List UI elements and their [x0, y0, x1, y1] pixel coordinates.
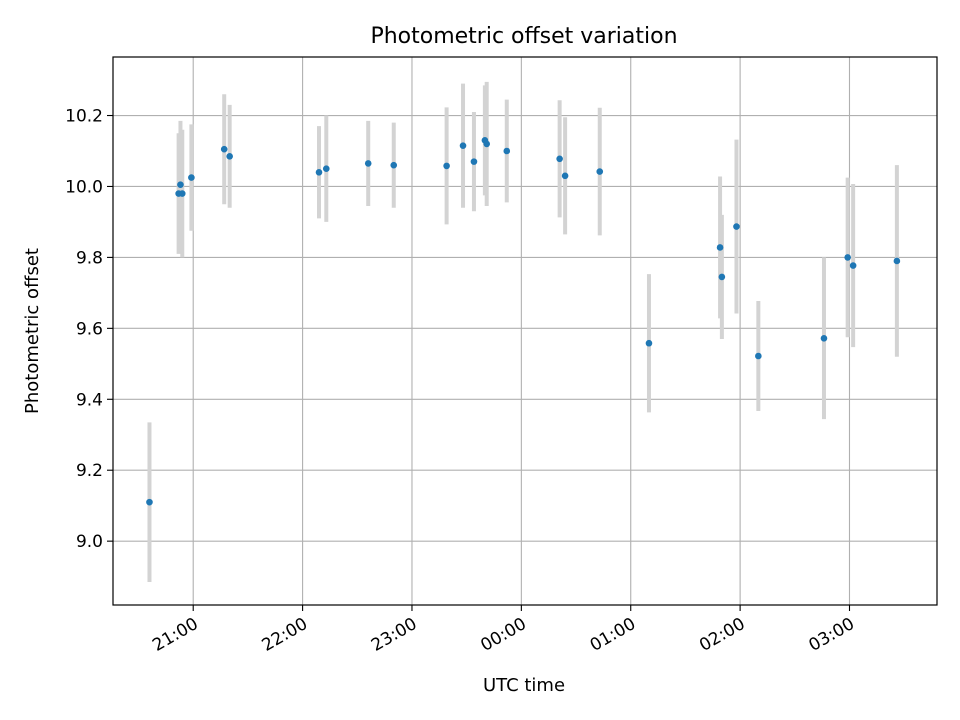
chart-title: Photometric offset variation: [370, 24, 677, 49]
x-axis-ticks: 21:00 22:00 23:00 00:00 01:00 02:00 03:00: [149, 605, 858, 656]
x-axis-label: UTC time: [483, 675, 565, 696]
data-point: [503, 147, 511, 155]
x-tick-label: 03:00: [806, 614, 858, 656]
data-point: [755, 352, 762, 360]
data-point: [596, 168, 604, 175]
y-tick-label: 9.2: [76, 461, 103, 481]
data-point: [849, 262, 857, 269]
x-tick-label: 21:00: [149, 614, 201, 656]
data-point: [178, 190, 186, 197]
data-point: [483, 140, 491, 148]
data-point: [733, 223, 740, 230]
x-tick-label: 22:00: [259, 614, 311, 656]
x-tick-label: 02:00: [696, 614, 748, 656]
data-point: [561, 172, 569, 180]
data-point: [820, 334, 828, 342]
y-tick-label: 9.0: [76, 532, 103, 552]
data-point: [315, 168, 323, 176]
data-point: [226, 153, 233, 160]
data-point: [459, 142, 467, 149]
data-point: [188, 174, 195, 181]
y-tick-label: 10.0: [65, 177, 103, 197]
x-tick-label: 00:00: [477, 614, 529, 656]
data-point: [716, 244, 724, 251]
y-tick-label: 10.2: [65, 107, 103, 127]
y-tick-label: 9.6: [76, 319, 103, 339]
data-point: [718, 273, 726, 281]
data-point: [645, 339, 653, 347]
data-point: [556, 155, 563, 163]
x-tick-label: 23:00: [368, 614, 420, 656]
data-point: [220, 145, 228, 153]
x-tick-label: 01:00: [587, 614, 639, 656]
data-points: [146, 137, 901, 506]
data-point: [146, 498, 153, 506]
data-point: [177, 181, 184, 188]
data-point: [322, 165, 330, 173]
data-point: [470, 158, 478, 165]
y-tick-label: 9.4: [76, 390, 103, 410]
y-axis-label: Photometric offset: [22, 248, 43, 414]
plot-frame: [112, 56, 938, 606]
data-point: [364, 160, 372, 167]
data-point: [893, 257, 901, 265]
data-point: [844, 254, 851, 261]
y-tick-label: 9.8: [76, 248, 103, 268]
error-bars: [147, 81, 899, 582]
data-point: [443, 162, 450, 170]
data-point: [390, 161, 398, 169]
grid: [113, 57, 937, 605]
y-axis-ticks: 9.0 9.2 9.4 9.6 9.8 10.0 10.2: [65, 107, 113, 552]
